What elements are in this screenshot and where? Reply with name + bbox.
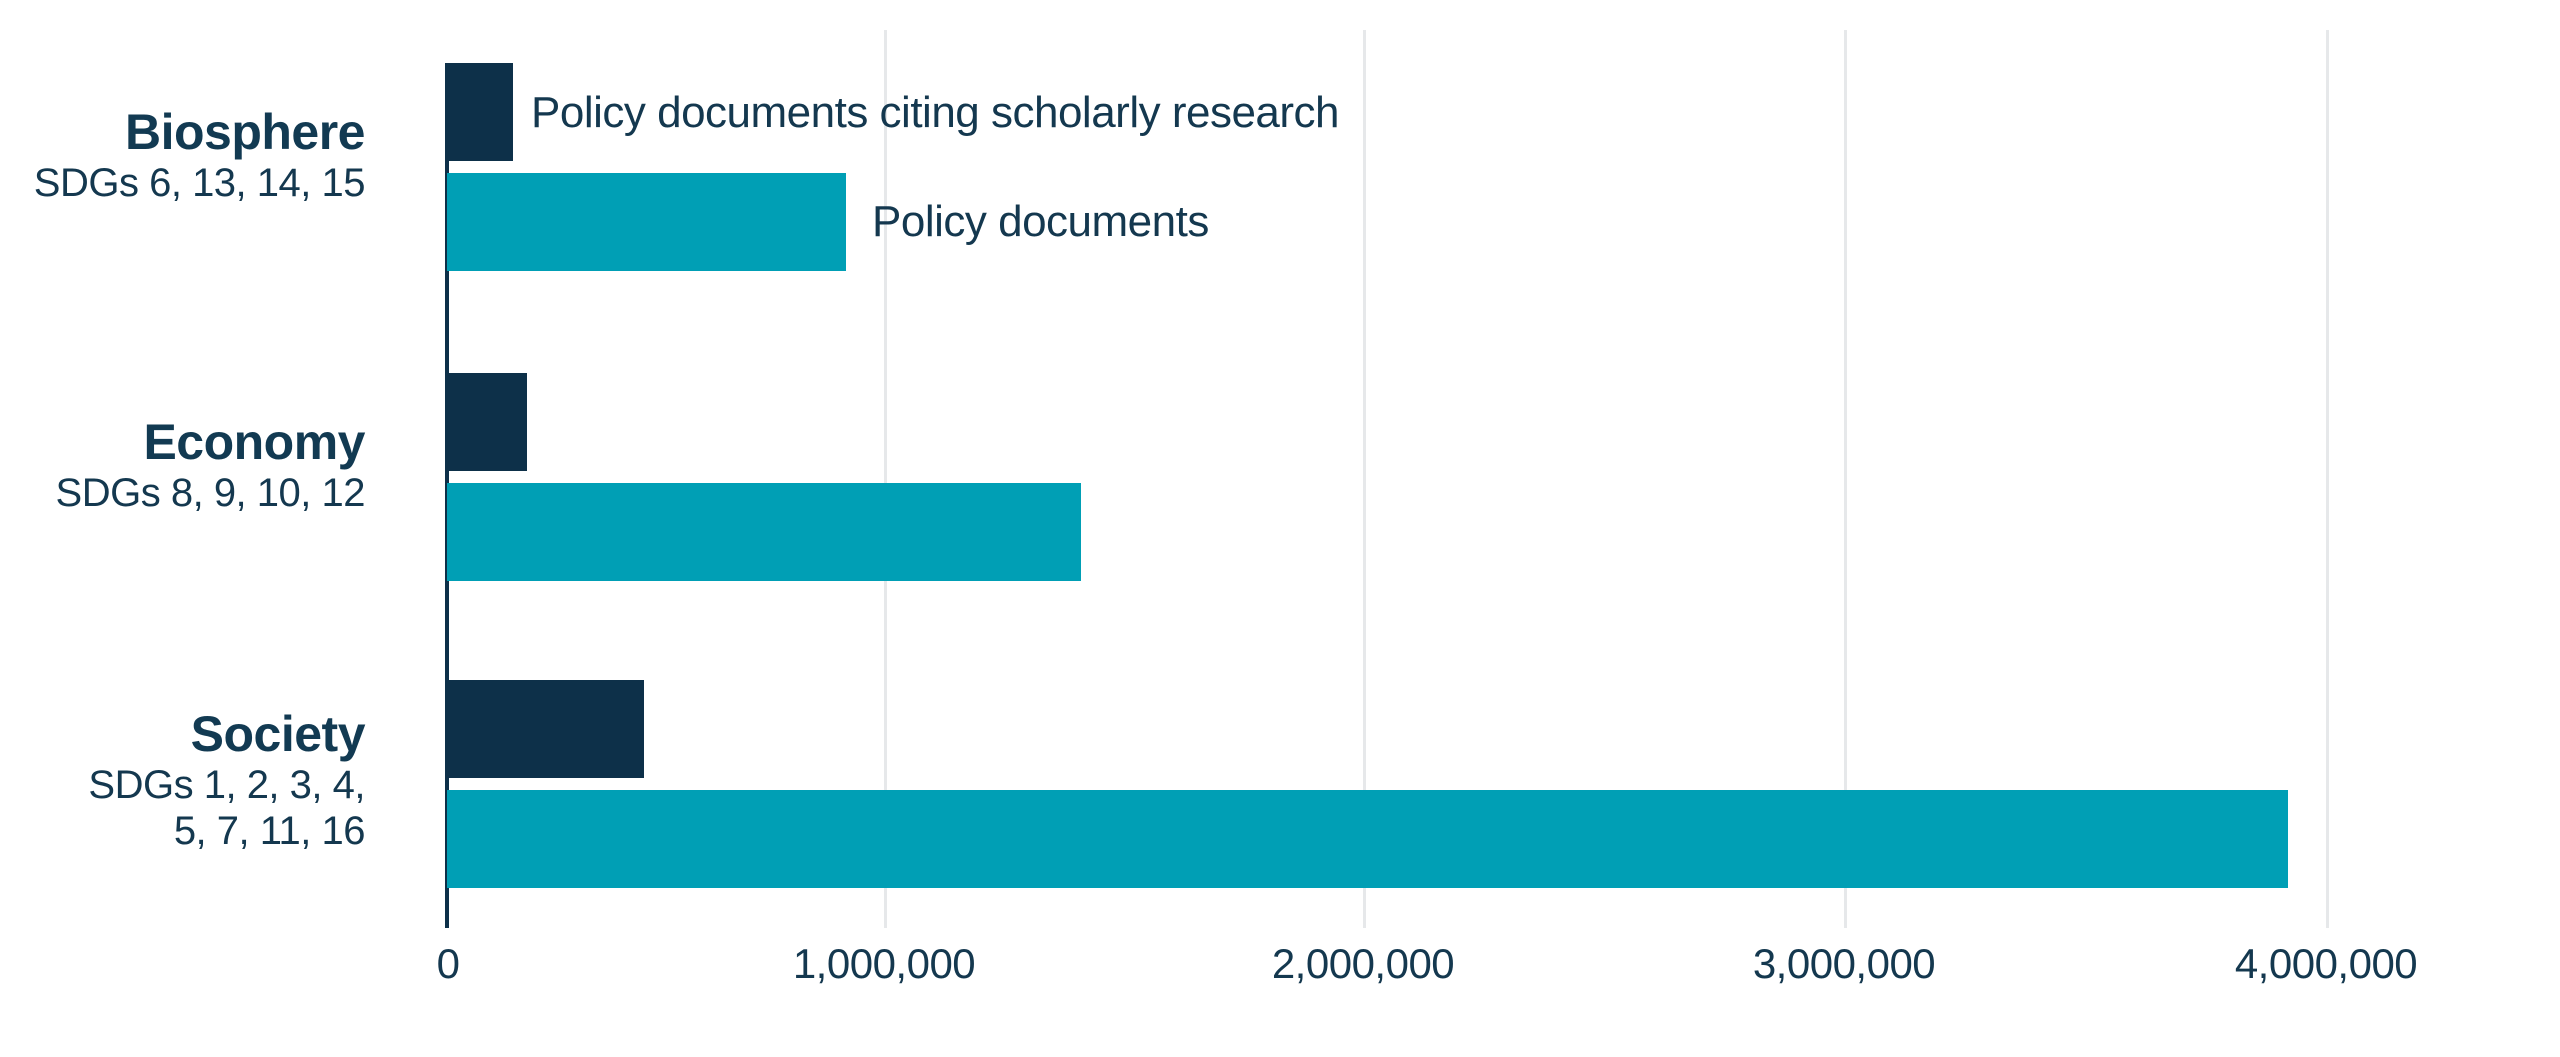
bar-biosphere-cited-research xyxy=(447,63,513,161)
legend-label-policy-documents: Policy documents xyxy=(872,197,1209,246)
category-sdgs-economy-line-1: SDGs 8, 9, 10, 12 xyxy=(55,471,366,515)
category-label-economy: Economy SDGs 8, 9, 10, 12 xyxy=(55,414,366,516)
gridline-3000000 xyxy=(1844,30,1847,928)
gridline-2000000 xyxy=(1363,30,1366,928)
category-label-society: Society SDGs 1, 2, 3, 4, 5, 7, 11, 16 xyxy=(88,706,365,854)
x-tick-label-3000000: 3,000,000 xyxy=(1752,940,1936,987)
bar-biosphere-policy-documents xyxy=(447,173,846,271)
x-tick-label-4000000: 4,000,000 xyxy=(2234,940,2418,987)
category-sdgs-society-line-2: 5, 7, 11, 16 xyxy=(173,809,366,853)
category-title-biosphere: Biosphere xyxy=(124,104,366,160)
bar-economy-cited-research xyxy=(447,373,527,471)
legend-label-policy-documents-citing-scholarly-research: Policy documents citing scholarly resear… xyxy=(531,88,1340,137)
category-sdgs-society-line-1: SDGs 1, 2, 3, 4, xyxy=(88,763,365,807)
bar-economy-policy-documents xyxy=(447,483,1081,581)
bar-society-cited-research xyxy=(447,680,644,778)
category-title-society: Society xyxy=(190,706,366,762)
x-tick-label-0: 0 xyxy=(436,940,460,987)
category-label-biosphere: Biosphere SDGs 6, 13, 14, 15 xyxy=(33,104,366,206)
bar-society-policy-documents xyxy=(447,790,2288,888)
category-sdgs-biosphere-line-1: SDGs 6, 13, 14, 15 xyxy=(33,161,366,205)
gridline-4000000 xyxy=(2326,30,2329,928)
category-title-economy: Economy xyxy=(143,414,365,470)
x-tick-label-2000000: 2,000,000 xyxy=(1271,940,1455,987)
gridline-1000000 xyxy=(884,30,887,928)
x-tick-label-1000000: 1,000,000 xyxy=(792,940,976,987)
